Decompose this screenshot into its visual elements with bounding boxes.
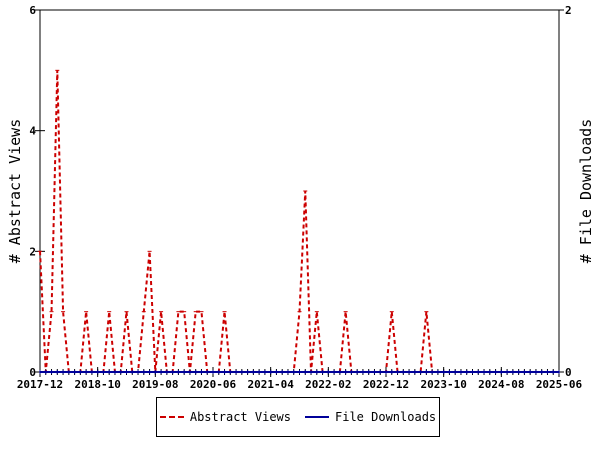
chart-axes [35,9,564,377]
x-tick-label: 2019-08 [132,378,178,391]
y-right-tick-label: 0 [565,366,572,379]
legend-swatch-abstract-views [159,416,184,418]
x-tick-label: 2024-08 [478,378,524,391]
x-tick-label: 2025-06 [536,378,583,391]
legend-label-abstract-views: Abstract Views [189,410,291,424]
x-tick-label: 2021-04 [247,378,294,391]
series-line-abstract-views [39,70,559,373]
chart-legend: Abstract Views File Downloads [156,397,440,437]
y-left-tick-label: 4 [29,125,36,138]
x-tick-label: 2020-06 [190,378,237,391]
chart-labels: 0 2 4 6 0 2 2017-12 2018-10 2019-08 2020-06 2021-0… [6,4,595,391]
x-tick-label: 2018-10 [74,378,120,391]
x-tick-label: 2022-02 [305,378,351,391]
x-tick-label: 2022-12 [363,378,409,391]
y-right-axis-title: # File Downloads [577,119,595,264]
y-left-axis-title: # Abstract Views [6,119,24,264]
legend-item-abstract-views: Abstract Views [159,410,291,424]
x-tick-label: 2017-12 [17,378,63,391]
y-left-tick-label: 6 [29,4,36,17]
y-left-tick-label: 0 [29,366,36,379]
chart-series [38,69,560,374]
y-right-tick-label: 2 [565,4,572,17]
legend-swatch-file-downloads [305,416,329,418]
legend-item-file-downloads: File Downloads [305,410,436,424]
x-tick-label: 2023-10 [420,378,466,391]
y-left-tick-label: 2 [29,245,36,258]
legend-label-file-downloads: File Downloads [335,410,437,424]
